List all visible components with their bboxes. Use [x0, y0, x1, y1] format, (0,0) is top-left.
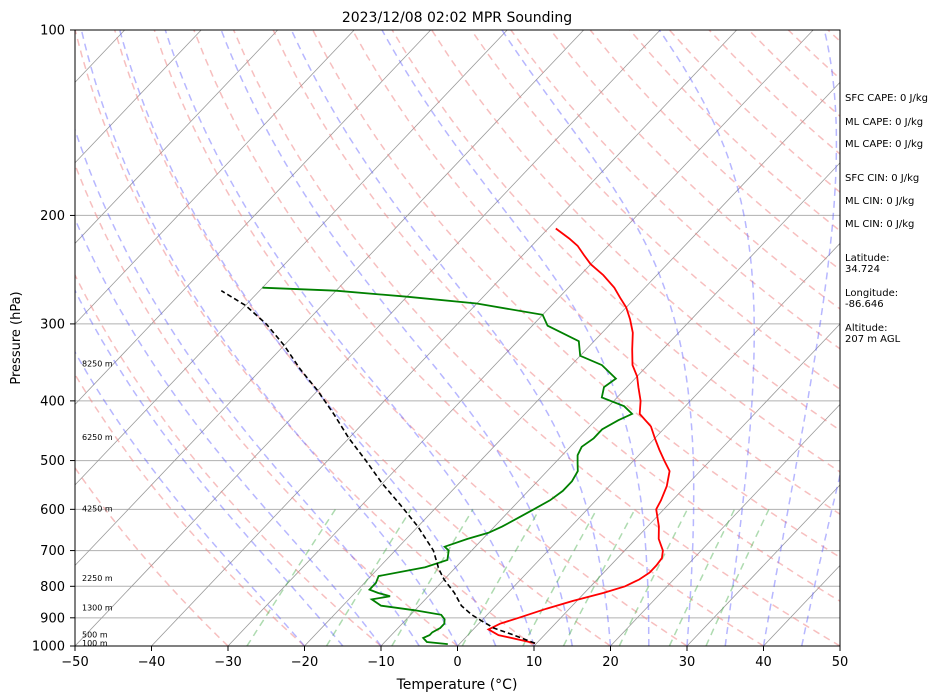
x-tick-label: −40 — [138, 655, 165, 670]
mixing-ratio-line — [562, 508, 636, 646]
dry-adiabat-line — [351, 30, 840, 516]
profile-series-1 — [262, 286, 634, 645]
y-tick-label: 1000 — [32, 640, 65, 655]
y-axis: 100 200 300 400 500 600 700 800 900 1000 — [32, 24, 75, 655]
latitude-readout: Latitude: 34.724 — [845, 253, 890, 275]
dry-adiabat-line — [510, 30, 840, 350]
x-tick-label: 50 — [832, 655, 849, 670]
isotherm-line — [75, 30, 278, 244]
dry-adiabat-line — [312, 30, 840, 559]
height-label: 1300 m — [82, 604, 113, 613]
sfc-cin-readout: SFC CIN: 0 J/kg — [845, 173, 920, 184]
x-tick-label: −10 — [367, 655, 394, 670]
mixing-ratio-line — [705, 508, 770, 646]
mixing-ratio-line — [391, 508, 474, 646]
isotherm-line — [533, 323, 840, 646]
moist-adiabat-line — [80, 30, 459, 646]
x-tick-label: 40 — [755, 655, 772, 670]
isotherm-line — [75, 30, 202, 164]
x-tick-label: −30 — [214, 655, 241, 670]
profile-series-2 — [220, 290, 536, 645]
mixing-ratio-line — [618, 508, 689, 646]
mixing-ratio-line — [246, 508, 337, 646]
y-tick-label: 300 — [40, 317, 65, 332]
dry-adiabat-line — [75, 30, 535, 646]
isotherm-line — [610, 403, 840, 646]
isotherm-line — [75, 30, 355, 325]
dry-adiabat-line — [75, 466, 229, 646]
profile-series-0 — [486, 227, 671, 645]
moist-adiabat-line — [762, 30, 838, 646]
height-label: 500 m — [82, 631, 108, 640]
dry-adiabat-line — [75, 162, 458, 646]
isotherm-line — [75, 30, 431, 406]
y-tick-label: 400 — [40, 394, 65, 409]
dry-adiabat-line — [75, 373, 306, 646]
dry-adiabat-line — [470, 30, 840, 391]
dry-adiabat-line — [153, 30, 688, 646]
isotherm-line — [227, 30, 814, 646]
isotherm-line — [75, 30, 584, 567]
height-label: 2250 m — [82, 574, 113, 583]
ml-cape-readout: ML CAPE: 0 J/kg — [845, 117, 924, 128]
sfc-cape-readout: SFC CAPE: 0 J/kg — [845, 93, 928, 104]
mixing-ratio-line — [668, 508, 736, 646]
isotherm-line — [75, 30, 661, 646]
profile-lines — [220, 227, 671, 645]
y-tick-label: 700 — [40, 544, 65, 559]
isotherm-line — [686, 484, 840, 646]
moist-adiabat-line — [75, 217, 382, 646]
isotherm-line — [380, 162, 840, 646]
ml-cape-readout-2: ML CAPE: 0 J/kg — [845, 139, 924, 150]
moist-adiabat-line — [658, 30, 755, 646]
y-tick-label: 500 — [40, 454, 65, 469]
y-tick-label: 800 — [40, 580, 65, 595]
y-axis-label: Pressure (hPa) — [9, 291, 24, 384]
altitude-readout: Altitude: 207 m AGL — [845, 323, 901, 345]
dry-adiabat-line — [232, 30, 840, 646]
chart-title: 2023/12/08 02:02 MPR Sounding — [342, 10, 572, 26]
mixing-ratio-line — [461, 508, 541, 646]
moist-adiabat-line — [75, 127, 420, 646]
x-tick-label: −50 — [61, 655, 88, 670]
y-tick-label: 100 — [40, 24, 65, 39]
height-label: 6250 m — [82, 433, 113, 442]
x-tick-label: 10 — [526, 655, 543, 670]
x-axis: −50 −40 −30 −20 −10 0 10 20 30 40 50 — [61, 646, 848, 670]
dry-adiabat-line — [75, 273, 382, 646]
isotherm-line — [457, 242, 840, 646]
y-tick-label: 900 — [40, 611, 65, 626]
height-label: 8250 m — [82, 360, 113, 369]
isotherm-line — [75, 30, 508, 486]
moist-adiabat-line — [381, 30, 650, 646]
longitude-readout: Longitude: -86.646 — [845, 288, 899, 310]
y-tick-label: 200 — [40, 209, 65, 224]
moist-adiabat-line — [220, 30, 574, 646]
background-lines — [75, 30, 840, 646]
mixing-ratio-line — [522, 508, 598, 646]
dry-adiabat-line — [113, 30, 611, 646]
isotherm-line — [151, 30, 737, 646]
x-tick-label: 30 — [679, 655, 696, 670]
x-axis-label: Temperature (°C) — [396, 677, 518, 693]
isotherm-line — [304, 81, 840, 646]
moist-adiabat-line — [290, 30, 612, 646]
height-label: 100 m — [82, 639, 108, 648]
ml-cin-readout: ML CIN: 0 J/kg — [845, 196, 915, 207]
y-tick-label: 600 — [40, 503, 65, 518]
height-label: 4250 m — [82, 504, 113, 513]
ml-cin-readout-2: ML CIN: 0 J/kg — [845, 219, 915, 230]
moist-adiabat-line — [501, 30, 695, 646]
dry-adiabat-line — [550, 30, 840, 310]
x-tick-label: 0 — [453, 655, 461, 670]
moist-adiabat-line — [118, 30, 497, 646]
x-tick-label: −20 — [291, 655, 318, 670]
x-tick-label: 20 — [602, 655, 619, 670]
moist-adiabat-line — [164, 30, 535, 646]
dry-adiabat-line — [272, 30, 840, 603]
